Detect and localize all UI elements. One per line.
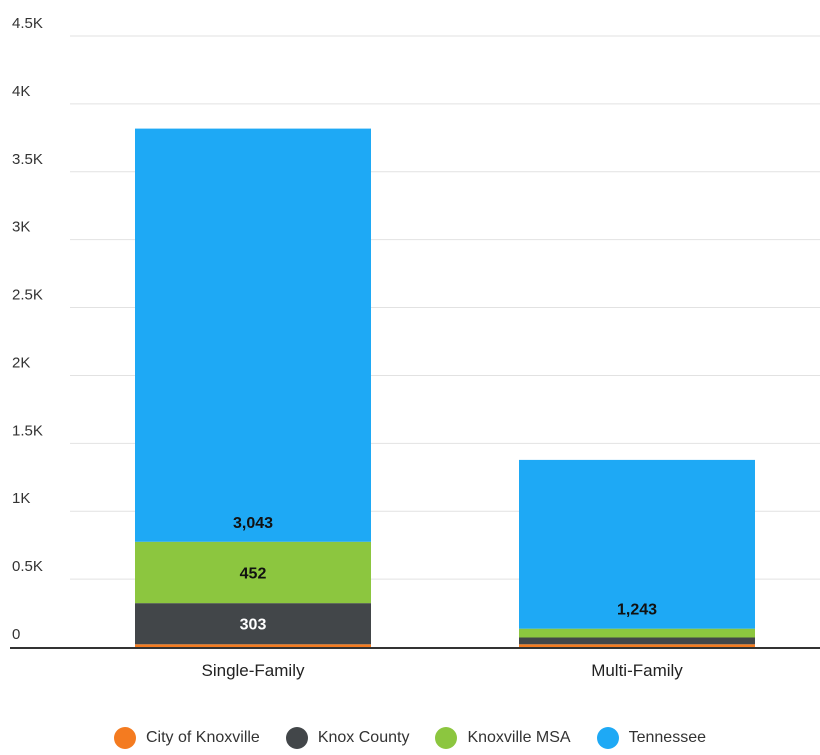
legend-label: Tennessee xyxy=(628,729,706,746)
data-label: 1,243 xyxy=(617,602,657,619)
legend-item[interactable]: Tennessee xyxy=(596,727,706,749)
y-tick-label: 0 xyxy=(12,626,20,643)
y-tick-label: 1.5K xyxy=(12,422,43,439)
legend-item[interactable]: Knoxville MSA xyxy=(435,727,571,749)
y-tick-label: 0.5K xyxy=(12,558,43,575)
y-tick-label: 2K xyxy=(12,354,30,371)
y-tick-label: 3.5K xyxy=(12,151,43,168)
bar-segment xyxy=(519,628,755,638)
y-tick-label: 3K xyxy=(12,219,30,236)
legend-swatch xyxy=(285,727,308,749)
y-tick-label: 4K xyxy=(12,83,30,100)
bar-segment xyxy=(135,603,371,645)
data-label: 452 xyxy=(240,565,267,582)
legend-item[interactable]: City of Knoxville xyxy=(114,727,260,749)
y-tick-label: 4.5K xyxy=(12,15,43,32)
bar-segment xyxy=(135,541,371,604)
y-tick-label: 1K xyxy=(12,490,30,507)
legend: City of Knoxville Knox County Knoxville MS… xyxy=(0,722,820,754)
legend-label: Knox County xyxy=(317,729,410,746)
bar-segment xyxy=(135,644,371,647)
legend-swatch xyxy=(114,727,136,749)
legend-label: City of Knoxville xyxy=(146,729,260,746)
data-label: 3,043 xyxy=(233,515,273,532)
data-label: 303 xyxy=(240,617,267,634)
legend-swatch xyxy=(596,727,619,749)
x-category-label: Multi-Family xyxy=(591,661,683,680)
y-tick-label: 2.5K xyxy=(12,287,43,304)
bar-segment xyxy=(519,637,755,645)
legend-swatch xyxy=(435,727,458,749)
legend-label: Knoxville MSA xyxy=(467,729,571,746)
legend-item[interactable]: Knox County xyxy=(285,727,410,749)
bar-segment xyxy=(519,644,755,647)
bar-segment xyxy=(519,459,755,629)
x-category-label: Single-Family xyxy=(202,661,305,680)
bar-segment xyxy=(135,128,371,542)
stacked-bar-chart: 0 0.5K 1K 1.5K 2K 2.5K 3K 3.5K 4K 4.5K 303 452 3,043… xyxy=(10,15,820,680)
